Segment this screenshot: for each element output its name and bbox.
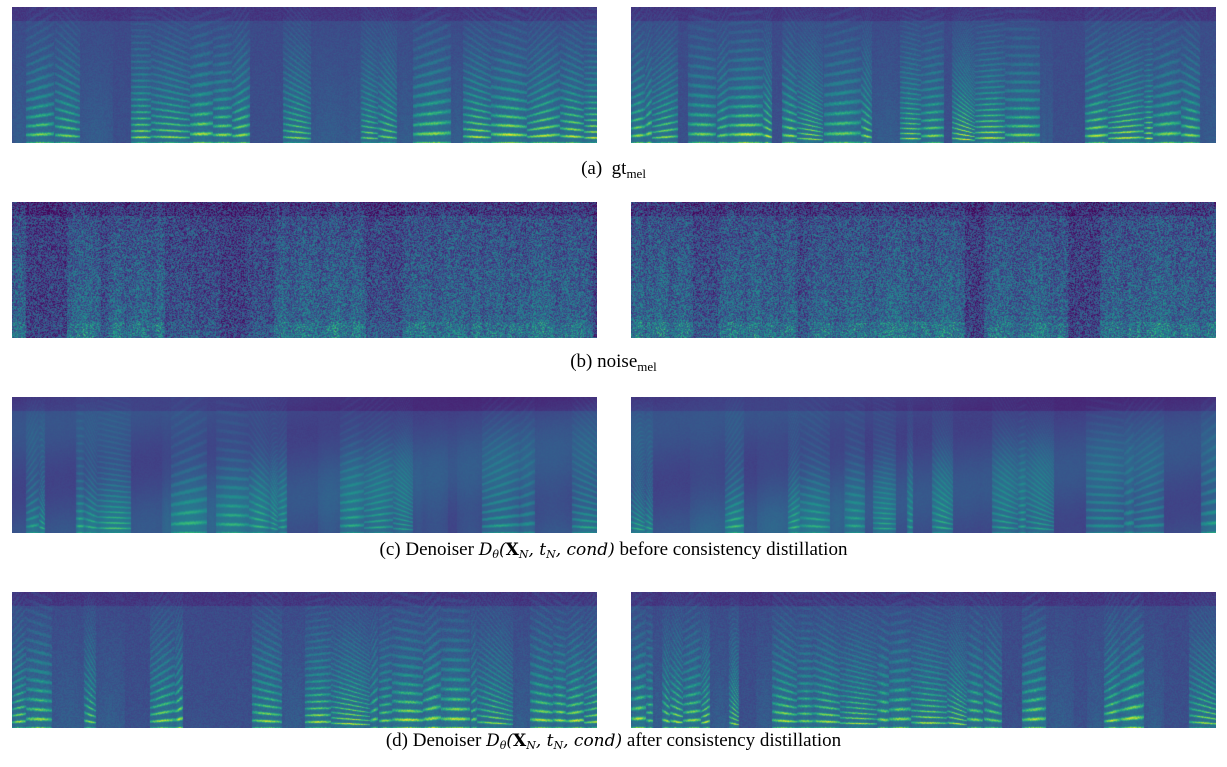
spectrogram-canvas <box>631 592 1216 728</box>
spectrogram-noise-left <box>12 202 597 338</box>
spectrogram-before-right <box>631 397 1216 533</box>
formula: Dθ(XN, tN, cond) <box>478 540 615 561</box>
spectrogram-canvas <box>631 202 1216 338</box>
formula: Dθ(XN, tN, cond) <box>486 731 623 752</box>
spectrogram-canvas <box>12 592 597 728</box>
caption-title: gtmel <box>611 158 646 181</box>
spectrogram-after-right <box>631 592 1216 728</box>
spectrogram-canvas <box>12 202 597 338</box>
spectrogram-before-left <box>12 397 597 533</box>
spectrogram-noise-right <box>631 202 1216 338</box>
spectrogram-canvas <box>12 7 597 143</box>
caption-label: (d) <box>385 730 408 751</box>
caption-b: (b) noisemel <box>0 350 1227 374</box>
spectrogram-gt-left <box>12 7 597 143</box>
caption-label: (c) <box>379 539 401 560</box>
caption-label: (b) <box>570 351 593 372</box>
spectrogram-canvas <box>631 397 1216 533</box>
caption-d: (d) Denoiser Dθ(XN, tN, cond) after cons… <box>385 730 842 752</box>
caption-a: (a) gtmel <box>0 157 1227 181</box>
spectrogram-canvas <box>12 397 597 533</box>
spectrogram-gt-right <box>631 7 1216 143</box>
caption-label: (a) <box>581 158 603 179</box>
caption-title: noisemel <box>597 351 657 374</box>
spectrogram-after-left <box>12 592 597 728</box>
spectrogram-canvas <box>631 7 1216 143</box>
caption-c: (c) Denoiser Dθ(XN, tN, cond) before con… <box>379 539 848 561</box>
